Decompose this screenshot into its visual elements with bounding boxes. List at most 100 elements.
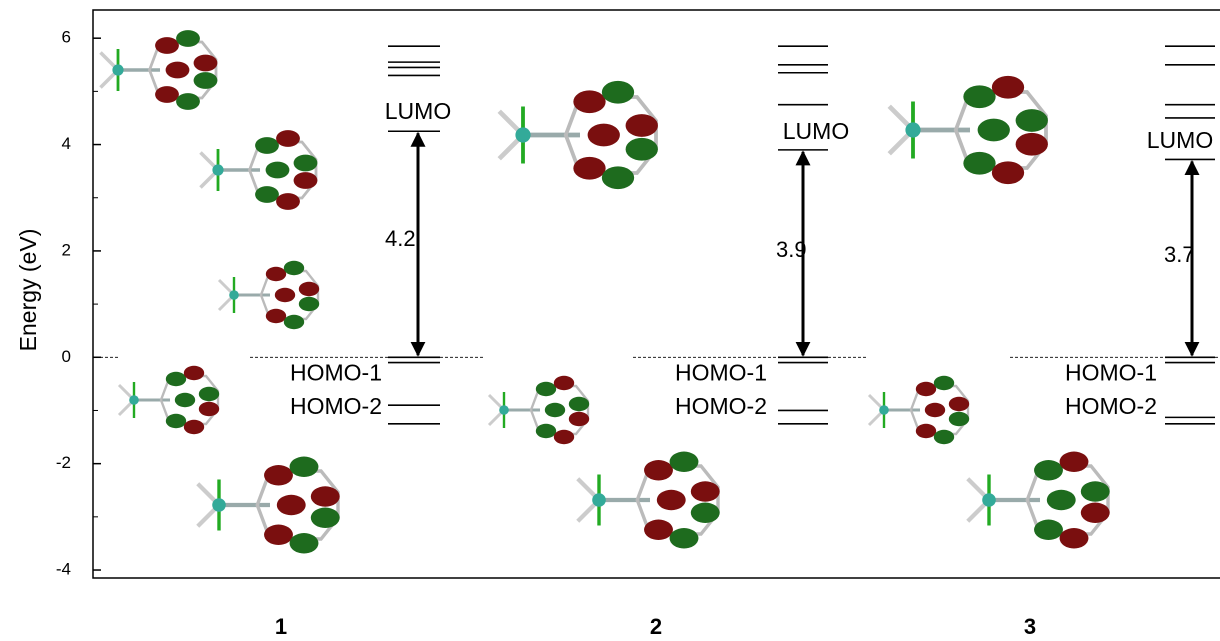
- gap-label: 4.2: [385, 226, 416, 251]
- lobe: [284, 315, 304, 329]
- orbital-picture: [578, 452, 720, 549]
- lobe: [1034, 520, 1063, 540]
- lobe: [573, 90, 605, 113]
- lobe: [644, 520, 673, 540]
- homo1-label: HOMO-1: [675, 359, 767, 385]
- lobe: [949, 397, 969, 411]
- lobe: [691, 481, 720, 501]
- atom: [229, 290, 239, 300]
- lobe: [963, 152, 995, 175]
- atom: [592, 493, 606, 507]
- y-tick-label: 2: [62, 240, 71, 259]
- gap-label: 3.9: [776, 237, 807, 262]
- lobe: [184, 420, 204, 434]
- lobe: [1016, 109, 1048, 132]
- atom: [905, 122, 920, 137]
- lobe: [670, 452, 699, 472]
- lobe: [199, 402, 219, 416]
- lobe: [1016, 133, 1048, 156]
- lobe: [569, 397, 589, 411]
- lobe: [573, 157, 605, 180]
- lobe: [299, 282, 319, 296]
- lobe: [992, 76, 1024, 99]
- lobe: [1081, 481, 1110, 501]
- lobe: [554, 376, 574, 390]
- compound-label: 1: [275, 614, 287, 639]
- lobe: [1081, 503, 1110, 523]
- lobe: [916, 424, 936, 438]
- lobe: [978, 119, 1010, 142]
- lobe: [536, 382, 556, 396]
- lobe: [949, 412, 969, 426]
- y-tick-label: 4: [62, 134, 71, 153]
- atom: [499, 405, 509, 415]
- lobe: [569, 412, 589, 426]
- lobe: [299, 297, 319, 311]
- lobe: [963, 85, 995, 108]
- lobe: [275, 288, 295, 302]
- lobe: [266, 309, 286, 323]
- atom: [879, 405, 889, 415]
- lumo-label: LUMO: [783, 118, 849, 144]
- lobe: [1047, 490, 1076, 510]
- y-tick-label: -2: [56, 453, 71, 472]
- lobe: [916, 382, 936, 396]
- lobe: [255, 186, 279, 203]
- lobe: [626, 114, 658, 137]
- lobe: [176, 93, 200, 110]
- atom: [212, 498, 226, 512]
- lobe: [176, 30, 200, 47]
- y-tick-label: 0: [62, 347, 71, 366]
- lobe: [925, 403, 945, 417]
- compound-label: 2: [650, 614, 662, 639]
- chart: Energy (eV) -4-202464.2LUMOHOMO-1HOMO-21…: [0, 0, 1220, 641]
- orbital-picture: [869, 376, 969, 444]
- lobe: [602, 166, 634, 189]
- lobe: [199, 387, 219, 401]
- lobe: [155, 86, 179, 103]
- lobe: [691, 503, 720, 523]
- orbital-picture: [119, 366, 219, 434]
- orbital-picture: [101, 30, 218, 110]
- lobe: [266, 267, 286, 281]
- lobe: [276, 193, 300, 210]
- lobe: [290, 533, 319, 553]
- lobe: [166, 62, 190, 79]
- lumo-label: LUMO: [385, 98, 451, 124]
- lobe: [644, 460, 673, 480]
- orbital-picture: [499, 81, 658, 189]
- lobe: [934, 376, 954, 390]
- lobe: [266, 162, 290, 179]
- homo1-label: HOMO-1: [290, 359, 382, 385]
- lobe: [311, 486, 340, 506]
- lobe: [277, 495, 306, 515]
- lobe: [1060, 452, 1089, 472]
- orbital-picture: [968, 452, 1110, 549]
- lobe: [1034, 460, 1063, 480]
- lobe: [992, 161, 1024, 184]
- lobe: [175, 393, 195, 407]
- atom: [982, 493, 996, 507]
- lobe: [294, 172, 318, 189]
- lobe: [264, 465, 293, 485]
- homo2-label: HOMO-2: [675, 393, 767, 419]
- lobe: [290, 457, 319, 477]
- lobe: [545, 403, 565, 417]
- compound-label: 3: [1024, 614, 1036, 639]
- orbital-picture: [489, 376, 589, 444]
- orbital-picture: [201, 130, 318, 210]
- homo2-label: HOMO-2: [1065, 393, 1157, 419]
- lobe: [294, 155, 318, 172]
- y-axis-label: Energy (eV): [15, 229, 41, 352]
- lobe: [166, 414, 186, 428]
- lobe: [255, 137, 279, 154]
- orbital-picture: [198, 457, 340, 554]
- lobe: [311, 508, 340, 528]
- lobe: [284, 261, 304, 275]
- lobe: [155, 37, 179, 54]
- homo1-label: HOMO-1: [1065, 359, 1157, 385]
- lobe: [276, 130, 300, 147]
- orbital-picture: [889, 76, 1048, 184]
- lobe: [626, 138, 658, 161]
- lobe: [588, 124, 620, 147]
